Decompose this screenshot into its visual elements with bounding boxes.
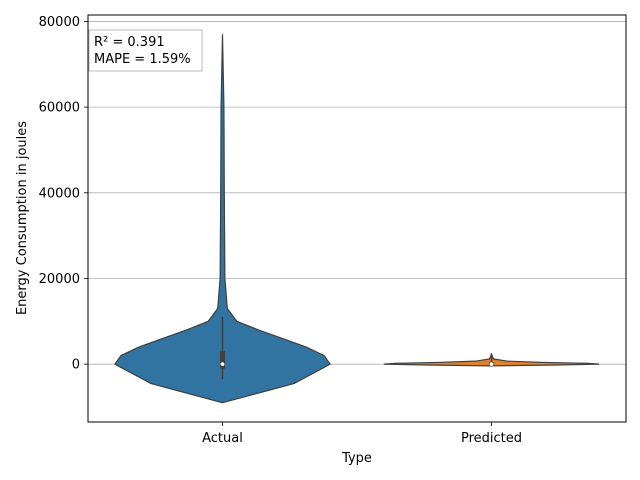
- r-squared-text: R² = 0.391: [94, 35, 165, 50]
- y-axis-label: Energy Consumption in joules: [15, 121, 30, 315]
- x-axis-label: Type: [341, 451, 372, 466]
- y-tick-label: 80000: [39, 15, 80, 30]
- x-tick-label: Predicted: [461, 431, 522, 446]
- violin-median: [220, 361, 226, 367]
- x-axis: Actual Predicted: [202, 422, 522, 446]
- y-tick-label: 0: [72, 358, 80, 373]
- y-tick-label: 20000: [39, 272, 80, 287]
- plot-frame: [87, 14, 627, 423]
- mape-text: MAPE = 1.59%: [94, 52, 191, 67]
- violin-body: [114, 34, 331, 404]
- stats-annotation-box: [88, 29, 203, 72]
- y-tick-label: 60000: [39, 101, 80, 116]
- y-tick-label: 40000: [39, 186, 80, 201]
- violin-iqr: [220, 351, 225, 369]
- violin-actual: [114, 34, 331, 404]
- violin-predicted: [383, 353, 600, 367]
- y-axis: 0 20000 40000 60000 80000: [39, 15, 88, 373]
- gridlines: [88, 21, 626, 365]
- violins: [114, 34, 600, 404]
- x-tick-label: Actual: [202, 431, 243, 446]
- stats-annotation: R² = 0.391 MAPE = 1.59%: [88, 29, 203, 72]
- violin-median: [488, 361, 494, 367]
